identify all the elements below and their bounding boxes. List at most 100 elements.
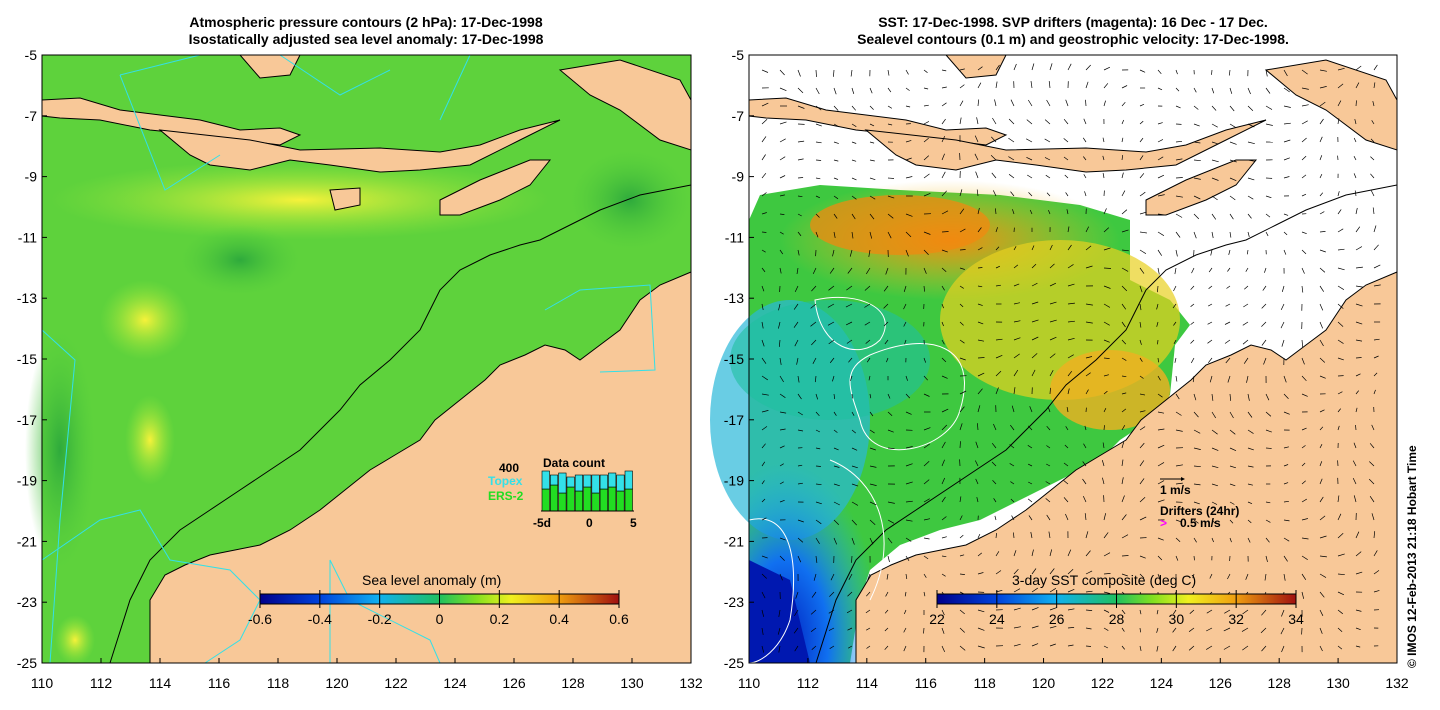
velocity-vector <box>1049 387 1051 395</box>
velocity-vector <box>815 177 821 180</box>
drifters-speed: 0.5 m/s <box>1180 516 1221 530</box>
velocity-vector <box>1009 463 1015 467</box>
velocity-vector <box>1103 374 1109 377</box>
velocity-vector <box>778 303 781 311</box>
timor-island <box>439 159 552 216</box>
velocity-vector <box>974 153 979 161</box>
velocity-vector <box>1189 609 1195 614</box>
velocity-vector <box>1319 535 1327 539</box>
velocity-vector <box>833 483 840 487</box>
velocity-vector <box>851 519 857 526</box>
velocity-vector <box>995 354 1003 359</box>
velocity-vector <box>1013 607 1021 611</box>
velocity-vector <box>1319 211 1325 215</box>
velocity-vector <box>793 627 799 634</box>
velocity-vector <box>761 136 767 143</box>
velocity-vector <box>1353 137 1357 143</box>
velocity-vector <box>779 499 785 503</box>
velocity-vector <box>1283 213 1289 216</box>
velocity-vector <box>779 375 784 383</box>
velocity-vector <box>1193 501 1200 505</box>
velocity-vector <box>1026 119 1033 125</box>
velocity-vector <box>1206 627 1213 632</box>
velocity-vector <box>1063 156 1069 161</box>
velocity-vector <box>941 231 949 233</box>
sla-high-patch-2 <box>125 395 175 485</box>
velocity-vector <box>869 465 877 468</box>
velocity-vector <box>1301 427 1307 431</box>
velocity-vector <box>833 69 835 77</box>
velocity-vector <box>1337 513 1342 521</box>
velocity-vector <box>761 102 769 107</box>
velocity-vector <box>1369 496 1375 503</box>
velocity-vector <box>1139 357 1143 362</box>
velocity-vector <box>887 411 893 416</box>
velocity-vector <box>1229 141 1237 145</box>
velocity-vector <box>1045 174 1051 179</box>
velocity-vector <box>1319 231 1326 233</box>
velocity-vector <box>1049 282 1057 287</box>
velocity-vector <box>923 357 927 363</box>
velocity-vector <box>1263 357 1267 365</box>
velocity-vector <box>779 194 785 197</box>
velocity-vector <box>815 537 820 544</box>
velocity-vector <box>1046 99 1051 107</box>
velocity-vector <box>905 249 909 257</box>
velocity-vector <box>1103 573 1111 575</box>
velocity-vector <box>1139 137 1144 143</box>
sla-colorbar: Sea level anomaly (m) -0.6 -0.4 -0.2 0 0.2 0.… <box>248 572 629 627</box>
velocity-vector <box>1193 87 1197 93</box>
velocity-vector <box>797 140 805 143</box>
velocity-vector <box>1193 465 1201 468</box>
topex-count-bar <box>549 474 559 486</box>
velocity-vector <box>1193 159 1201 162</box>
velocity-vector <box>941 573 946 577</box>
velocity-vector <box>1048 81 1051 89</box>
velocity-vector <box>1157 499 1165 503</box>
velocity-vector <box>1102 477 1105 485</box>
velocity-vector <box>959 68 965 71</box>
velocity-vector <box>992 190 997 197</box>
velocity-vector <box>1211 105 1217 111</box>
x-tick-label: 110 <box>31 675 54 691</box>
velocity-vector <box>1373 225 1377 233</box>
velocity-vector <box>887 447 895 450</box>
velocity-vector <box>1373 244 1379 251</box>
velocity-vector <box>779 411 787 414</box>
velocity-vector <box>869 141 875 144</box>
velocity-vector <box>1211 411 1216 419</box>
velocity-vector <box>1193 105 1199 110</box>
x-tick-label: 130 <box>1326 675 1350 691</box>
velocity-vector <box>995 370 1002 377</box>
velocity-vector <box>1247 537 1251 543</box>
velocity-vector <box>1102 155 1105 161</box>
velocity-vector <box>833 393 836 400</box>
topex-count-bar <box>591 474 600 494</box>
velocity-vector <box>815 105 822 111</box>
velocity-vector <box>1174 267 1177 275</box>
velocity-vector <box>847 591 853 597</box>
velocity-vector <box>815 87 820 95</box>
velocity-vector <box>761 154 766 161</box>
velocity-vector <box>1193 213 1200 220</box>
velocity-vector <box>1355 645 1361 648</box>
velocity-vector <box>1193 177 1201 180</box>
y-tick-label: -23 <box>724 594 744 610</box>
velocity-vector <box>851 213 856 220</box>
velocity-vector <box>1082 495 1087 503</box>
x-tick-label: 110 <box>738 675 761 691</box>
data-count-bars <box>541 470 633 512</box>
velocity-vector <box>1227 375 1231 383</box>
velocity-vector <box>923 69 928 73</box>
velocity-vector <box>1283 69 1288 77</box>
velocity-vector <box>869 393 872 399</box>
velocity-vector <box>990 154 997 161</box>
velocity-vector <box>923 104 929 107</box>
velocity-vector <box>1121 534 1129 539</box>
velocity-vector <box>1139 120 1144 125</box>
velocity-vector <box>828 627 835 631</box>
velocity-vector <box>761 609 765 617</box>
velocity-vector <box>941 86 947 89</box>
velocity-vector <box>869 483 877 486</box>
velocity-vector <box>797 555 802 563</box>
